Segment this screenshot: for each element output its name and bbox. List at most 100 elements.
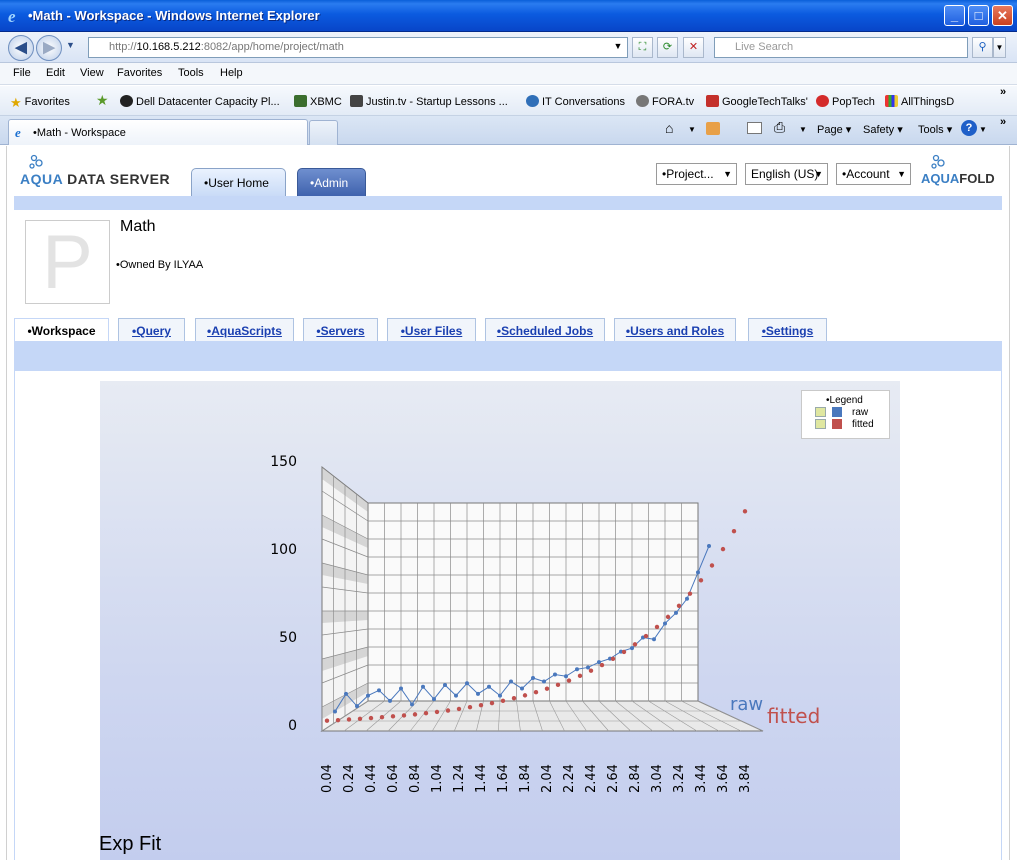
address-dropdown-icon[interactable]: ▼	[613, 41, 623, 51]
menu-favorites[interactable]: Favorites	[117, 67, 163, 79]
tab-user-files[interactable]: •User Files	[387, 318, 476, 342]
history-dropdown-icon[interactable]: ▼	[66, 40, 75, 50]
tab-admin-label: •Admin	[310, 176, 349, 190]
search-options-icon[interactable]: ▼	[993, 37, 1006, 58]
minimize-button[interactable]: _	[944, 5, 965, 26]
fav-dell-label: Dell Datacenter Capacity Pl...	[136, 96, 280, 108]
tab-workspace[interactable]: •Workspace	[14, 318, 109, 342]
series-raw-point	[476, 691, 480, 696]
tab-admin[interactable]: •Admin	[297, 168, 366, 196]
foratv-icon	[636, 95, 649, 107]
series-raw-point	[421, 684, 425, 689]
x-tick-label: 2.44	[584, 764, 599, 793]
tab-query[interactable]: •Query	[118, 318, 185, 342]
forward-button[interactable]: ▶	[36, 35, 62, 61]
series-raw-point	[520, 686, 524, 691]
series-raw-point	[487, 684, 491, 689]
close-window-button[interactable]: ✕	[992, 5, 1013, 26]
print-icon[interactable]: ⎙	[774, 119, 786, 135]
y-tick-label: 150	[270, 454, 297, 470]
tab-servers[interactable]: •Servers	[303, 318, 378, 342]
tab-scheduled-jobs[interactable]: •Scheduled Jobs	[485, 318, 605, 342]
x-tick-label: 0.64	[386, 764, 401, 793]
x-tick-label: 3.04	[650, 764, 665, 793]
floor-gridline	[454, 700, 468, 732]
series-raw-point	[652, 637, 656, 642]
fav-allthingsd[interactable]: AllThingsD	[885, 95, 954, 108]
favorites-button[interactable]: ★ Favorites	[10, 95, 70, 110]
floor-gridline	[565, 700, 587, 732]
help-dropdown-icon[interactable]: ▼	[979, 125, 987, 134]
series-raw-point	[443, 683, 447, 688]
language-dropdown[interactable]: English (US)	[745, 163, 828, 185]
stop-icon[interactable]: ✕	[683, 37, 704, 58]
legend-raw-label: raw	[852, 407, 869, 418]
maximize-button[interactable]: □	[968, 5, 989, 26]
help-icon[interactable]: ?	[961, 120, 977, 136]
floor-gridline	[697, 700, 764, 732]
fav-itconv[interactable]: IT Conversations	[526, 95, 625, 108]
xbmc-icon	[294, 95, 307, 107]
menu-edit[interactable]: Edit	[46, 67, 65, 79]
favorites-overflow-icon[interactable]: »	[1000, 86, 1007, 98]
x-tick-label: 3.24	[672, 764, 687, 793]
series-raw-point	[410, 702, 414, 707]
project-dropdown[interactable]: •Project...	[656, 163, 737, 185]
fav-xbmc[interactable]: XBMC	[294, 95, 342, 108]
series-raw-point	[399, 686, 403, 691]
aquafold-logo[interactable]: AQUAFOLD	[921, 171, 995, 186]
x-tick-label: 2.64	[606, 764, 621, 793]
safety-menu[interactable]: Safety ▾	[863, 124, 903, 136]
fav-poptech[interactable]: PopTech	[816, 95, 875, 108]
series-raw-point	[674, 610, 678, 615]
new-tab-button[interactable]	[309, 120, 338, 145]
account-dropdown[interactable]: •Account	[836, 163, 911, 185]
page-menu[interactable]: Page ▾	[817, 124, 852, 136]
allthingsd-icon	[885, 95, 898, 107]
print-dropdown-icon[interactable]: ▼	[799, 125, 807, 134]
chart-legend: •Legend raw fitted	[801, 390, 890, 439]
tab-settings[interactable]: •Settings	[748, 318, 827, 342]
series-raw-point	[542, 679, 546, 684]
logo-data-server-text: DATA SERVER	[67, 171, 171, 187]
series-fitted-point	[401, 713, 407, 718]
feeds-icon[interactable]	[706, 122, 720, 135]
home-icon[interactable]: ⌂	[665, 120, 674, 136]
series-raw-point	[377, 688, 381, 693]
compatibility-icon[interactable]: ⛶	[632, 37, 653, 58]
project-avatar: P	[25, 220, 110, 305]
address-input[interactable]: http://10.168.5.212:8082/app/home/projec…	[88, 37, 628, 58]
favorites-bar: ★ Favorites ★ Dell Datacenter Capacity Pl…	[0, 86, 1017, 116]
fav-dell[interactable]: Dell Datacenter Capacity Pl...	[120, 95, 280, 108]
mail-icon[interactable]	[747, 122, 762, 134]
series-raw-point	[663, 621, 667, 626]
tab-users-and-roles[interactable]: •Users and Roles	[614, 318, 736, 342]
search-input[interactable]: Live Search	[714, 37, 968, 58]
tools-menu[interactable]: Tools ▾	[918, 124, 953, 136]
tab-user-home[interactable]: •User Home	[191, 168, 286, 196]
aqua-data-server-logo[interactable]: AQUA DATA SERVER	[20, 171, 170, 187]
x-tick-label: 0.24	[342, 764, 357, 793]
menu-help[interactable]: Help	[220, 67, 243, 79]
menu-file[interactable]: File	[13, 67, 31, 79]
tab-aquascripts[interactable]: •AquaScripts	[195, 318, 294, 342]
refresh-icon[interactable]: ⟳	[657, 37, 678, 58]
fav-googletechtalks[interactable]: GoogleTechTalks'	[706, 95, 808, 108]
toolbar-overflow-icon[interactable]: »	[1000, 116, 1007, 128]
menu-view[interactable]: View	[80, 67, 104, 79]
menu-tools[interactable]: Tools	[178, 67, 204, 79]
browser-tab-active[interactable]: e •Math - Workspace	[8, 119, 308, 145]
legend-fitted-label: fitted	[852, 419, 874, 430]
fav-justin[interactable]: Justin.tv - Startup Lessons ...	[350, 95, 508, 108]
series-fitted-point	[522, 693, 528, 698]
back-button[interactable]: ◀	[8, 35, 34, 61]
project-name: Math	[120, 218, 156, 235]
add-favorite-icon[interactable]: ★	[96, 92, 109, 108]
home-dropdown-icon[interactable]: ▼	[688, 125, 696, 134]
window-title-bar[interactable]: e •Math - Workspace - Windows Internet E…	[0, 0, 1017, 32]
search-icon[interactable]: ⚲	[972, 37, 993, 58]
series-fitted-point	[610, 656, 616, 661]
tab-ie-icon: e	[15, 125, 21, 140]
x-tick-label: 3.44	[694, 764, 709, 793]
fav-fora[interactable]: FORA.tv	[636, 95, 694, 108]
